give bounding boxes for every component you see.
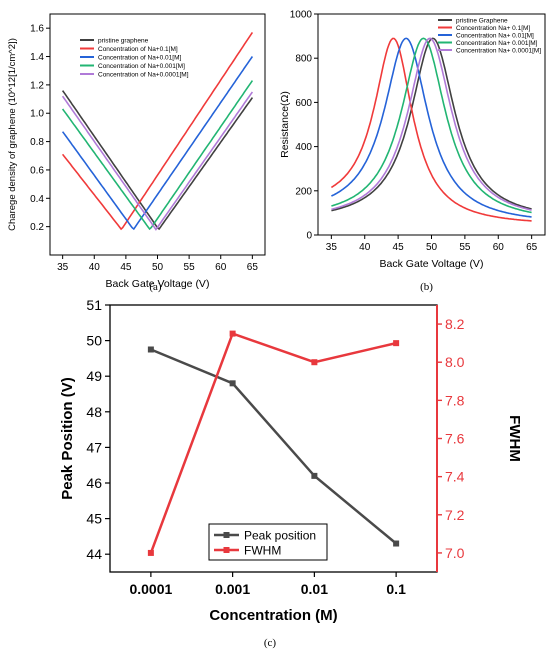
x-axis-title: Back Gate Voltage (V) (380, 258, 484, 270)
x-tick-label: 0.001 (215, 581, 250, 597)
x-tick-label: 65 (247, 262, 259, 273)
y-tick-label: 46 (86, 475, 102, 491)
x-tick-label: 0.1 (386, 581, 406, 597)
series-line (331, 37, 532, 214)
x-tick-label: 50 (152, 262, 164, 273)
legend-marker (223, 547, 230, 553)
legend-label: Concentration of Na+0.1[M] (98, 46, 178, 53)
legend-label: Concentration of Na+0.0001[M] (98, 71, 189, 78)
panel-c-caption: (c) (264, 637, 277, 649)
x-tick-label: 45 (120, 262, 132, 273)
legend-label: Concentration of Na+0.01[M] (98, 54, 181, 61)
y-tick-label: 1000 (290, 10, 313, 21)
data-point (147, 549, 154, 556)
data-point (393, 540, 400, 547)
x-tick-label: 45 (393, 242, 405, 253)
y-right-tick-label: 8.0 (445, 354, 465, 370)
y-axis-title-right: FWHM (506, 415, 523, 462)
legend-label: Concentration Na+ 0.1[M] (456, 25, 530, 32)
y-axis-title-left: Peak Position (V) (59, 377, 76, 500)
series-line (61, 90, 254, 231)
y-tick-label: 0.2 (30, 222, 44, 233)
y-tick-label: 51 (86, 297, 102, 313)
y-right-tick-label: 7.0 (445, 545, 465, 561)
legend-label: Peak position (244, 529, 316, 543)
legend-box (208, 523, 328, 561)
y-tick-label: 200 (295, 186, 312, 197)
x-axis-title: Back Gate Voltage (V) (106, 278, 210, 290)
y-tick-label: 49 (86, 368, 102, 384)
y-tick-label: 1.4 (30, 52, 44, 63)
x-tick-label: 65 (526, 242, 538, 253)
y-axis-title: Charege density of graphene (10^12[1/cm^… (7, 38, 18, 231)
y-tick-label: 44 (86, 546, 102, 562)
x-tick-label: 40 (359, 242, 371, 253)
x-tick-label: 0.0001 (129, 581, 172, 597)
series-line (150, 348, 397, 545)
legend-label: pristine Graphene (456, 17, 508, 24)
data-point (393, 340, 400, 347)
series-line (61, 80, 254, 231)
series-line (61, 31, 254, 231)
x-tick-label: 40 (89, 262, 101, 273)
x-tick-label: 35 (57, 262, 69, 273)
data-point (311, 359, 318, 366)
legend-label: FWHM (244, 544, 281, 558)
y-tick-label: 800 (295, 54, 312, 65)
data-point (311, 472, 318, 479)
y-tick-label: 600 (295, 98, 312, 109)
y-tick-label: 0.6 (30, 165, 44, 176)
y-tick-label: 1.2 (30, 80, 44, 91)
y-right-tick-label: 7.8 (445, 392, 465, 408)
series-line (149, 332, 397, 554)
y-right-tick-label: 7.4 (445, 469, 465, 485)
y-tick-label: 47 (86, 439, 102, 455)
y-right-tick-label: 8.2 (445, 316, 465, 332)
y-right-tick-label: 7.2 (445, 507, 465, 523)
x-tick-label: 60 (493, 242, 505, 253)
y-right-tick-label: 7.6 (445, 431, 465, 447)
y-tick-label: 0.4 (30, 194, 44, 205)
y-tick-label: 400 (295, 142, 312, 153)
legend-marker (223, 532, 230, 538)
y-tick-label: 1.0 (30, 109, 44, 120)
legend-label: Concentration of Na+0.001[M] (98, 63, 185, 70)
y-tick-label: 45 (86, 511, 102, 527)
data-point (229, 330, 236, 337)
y-tick-label: 0.8 (30, 137, 44, 148)
y-tick-label: 0 (306, 231, 312, 242)
x-tick-label: 50 (426, 242, 438, 253)
y-tick-label: 48 (86, 404, 102, 420)
series-line (331, 37, 532, 218)
series-line (61, 91, 254, 231)
data-point (229, 380, 236, 387)
panel-b-caption: (b) (420, 281, 433, 293)
series-line (331, 37, 532, 211)
panel-a-caption: (a) (149, 281, 162, 293)
legend-label: pristine graphene (98, 37, 149, 44)
legend-label: Concentration Na+ 0.001[M] (456, 40, 538, 47)
x-tick-label: 35 (326, 242, 338, 253)
y-axis-title: Resistance(Ω) (279, 91, 291, 158)
series-line (61, 56, 254, 231)
series-line (330, 37, 532, 222)
x-tick-label: 60 (215, 262, 227, 273)
x-tick-label: 55 (184, 262, 196, 273)
y-tick-label: 50 (86, 333, 102, 349)
x-tick-label: 0.01 (301, 581, 328, 597)
x-tick-label: 55 (459, 242, 471, 253)
legend-label: Concentration Na+ 0.0001[M] (456, 47, 541, 54)
x-axis-title: Concentration (M) (209, 607, 337, 624)
legend-label: Concentration Na+ 0.01[M] (456, 32, 534, 39)
data-point (147, 346, 154, 353)
y-tick-label: 1.6 (30, 24, 44, 35)
